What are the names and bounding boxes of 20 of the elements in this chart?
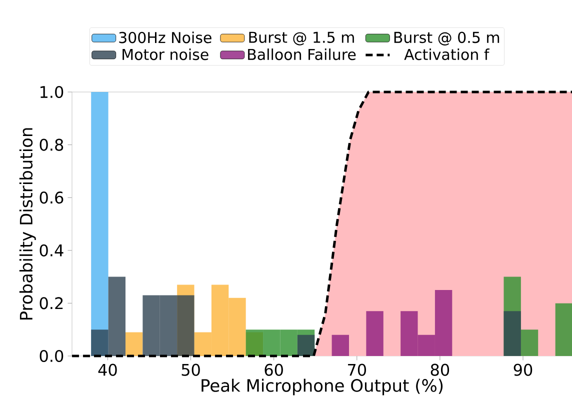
y-tick-label: 0.8 xyxy=(40,138,64,151)
x-tick-label: 90 xyxy=(514,364,532,376)
x-tick-label: 40 xyxy=(98,364,117,376)
y-tick-label: 0.2 xyxy=(40,297,63,310)
x-tick-label: 60 xyxy=(264,364,283,376)
y-axis-title: Probability Distribution xyxy=(19,128,36,320)
legend-label: Burst @ 0.5 m xyxy=(394,32,500,46)
y-tick-label: 0.0 xyxy=(40,350,64,362)
legend-label: Balloon Failure xyxy=(248,48,356,60)
legend-label: Motor noise xyxy=(122,48,208,60)
legend-label: Activation f xyxy=(404,48,490,60)
y-tick-label: 0.6 xyxy=(40,192,64,204)
x-tick-label: 80 xyxy=(430,364,450,376)
legend-label: Burst @ 1.5 m xyxy=(249,32,354,46)
x-axis-title: Peak Microphone Output (%) xyxy=(202,378,443,396)
x-tick-label: 50 xyxy=(182,364,200,376)
x-tick-label: 70 xyxy=(348,364,366,376)
y-tick-label: 1.0 xyxy=(40,86,64,98)
y-tick-label: 0.4 xyxy=(40,244,64,256)
legend-label: 300Hz Noise xyxy=(119,32,212,44)
